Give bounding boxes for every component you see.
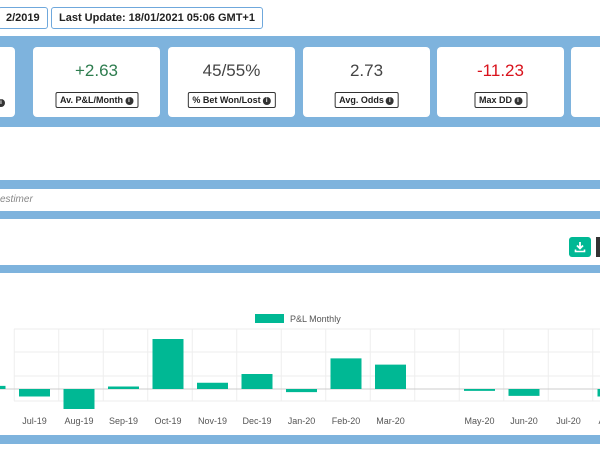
bar-aug-20[interactable] [597, 389, 600, 397]
x-tick-label: Jun-20 [510, 416, 538, 426]
x-tick-label: Dec-19 [242, 416, 271, 426]
bar-jul-19[interactable] [19, 389, 50, 397]
x-tick-label: Aug-20 [598, 416, 600, 426]
start-date-badge: 2/2019 [0, 7, 48, 29]
bar-oct-19[interactable] [152, 339, 184, 389]
x-tick-label: Aug-19 [64, 416, 93, 426]
chart-legend: P&L Monthly [255, 314, 341, 324]
bar-nov-19[interactable] [197, 382, 228, 389]
options-button[interactable] [596, 237, 600, 257]
x-tick-label: Sep-19 [109, 416, 138, 426]
x-tick-label: Mar-20 [376, 416, 405, 426]
stat-label: Av. P&L/Month i [55, 92, 138, 108]
section-divider [0, 180, 600, 189]
section-divider [0, 265, 600, 273]
last-update-badge: Last Update: 18/01/2021 05:06 GMT+1 [51, 7, 263, 29]
tab-row [0, 189, 600, 211]
estimer-tab[interactable]: estimer [0, 194, 33, 205]
stat-value: -11.23 [477, 61, 524, 80]
stat-card-partial-right [571, 47, 600, 117]
bar-jun-19[interactable] [0, 385, 6, 389]
stat-value: 2.73 [349, 61, 384, 80]
download-button[interactable] [569, 237, 591, 257]
info-icon: i [262, 96, 271, 105]
section-divider [0, 211, 600, 219]
x-tick-label: Jul-19 [22, 416, 47, 426]
stat-value: +2.63 [74, 61, 118, 80]
x-tick-label: May-20 [464, 416, 494, 426]
stat-label: Avg. Odds i [334, 92, 399, 108]
download-icon [574, 242, 586, 253]
x-tick-label: Jul-20 [556, 416, 581, 426]
x-tick-label: Nov-19 [198, 416, 227, 426]
legend-swatch [255, 314, 284, 323]
stat-card-max-dd: -11.23 Max DD i [437, 47, 564, 117]
info-icon: i [125, 96, 133, 105]
bar-feb-20[interactable] [330, 358, 362, 389]
bar-dec-19[interactable] [241, 374, 273, 389]
stat-card-av-pl: +2.63 Av. P&L/Month i [33, 47, 160, 117]
bar-may-20[interactable] [464, 389, 495, 391]
x-tick-label: Jan-20 [288, 416, 316, 426]
bar-mar-20[interactable] [375, 364, 406, 389]
bar-aug-19[interactable] [63, 389, 95, 409]
bottom-spacer [0, 444, 600, 452]
info-icon: i [0, 94, 5, 112]
info-icon: i [514, 96, 523, 105]
legend-label: P&L Monthly [290, 314, 341, 324]
stat-label: Max DD i [473, 92, 528, 108]
stat-card-avg-odds: 2.73 Avg. Odds i [303, 47, 430, 117]
pl-monthly-chart: P&L Monthly 9Jul-19Aug-19Sep-19Oct-19Nov… [0, 314, 600, 426]
bottom-band [0, 435, 600, 444]
info-icon: i [385, 96, 394, 105]
toolbar-row [0, 219, 600, 265]
bar-jan-20[interactable] [286, 389, 317, 393]
chart-area [0, 273, 600, 435]
section-spacer [0, 127, 600, 180]
stat-card-bet-won-lost: 45/55% % Bet Won/Lost i [168, 47, 295, 117]
x-tick-label: Feb-20 [332, 416, 361, 426]
stat-card-partial-left: i [0, 47, 15, 117]
stat-label: % Bet Won/Lost i [187, 92, 276, 108]
bar-sep-19[interactable] [108, 386, 139, 390]
stat-value: 45/55% [202, 61, 261, 80]
bar-jun-20[interactable] [508, 389, 540, 396]
x-tick-label: Oct-19 [154, 416, 181, 426]
